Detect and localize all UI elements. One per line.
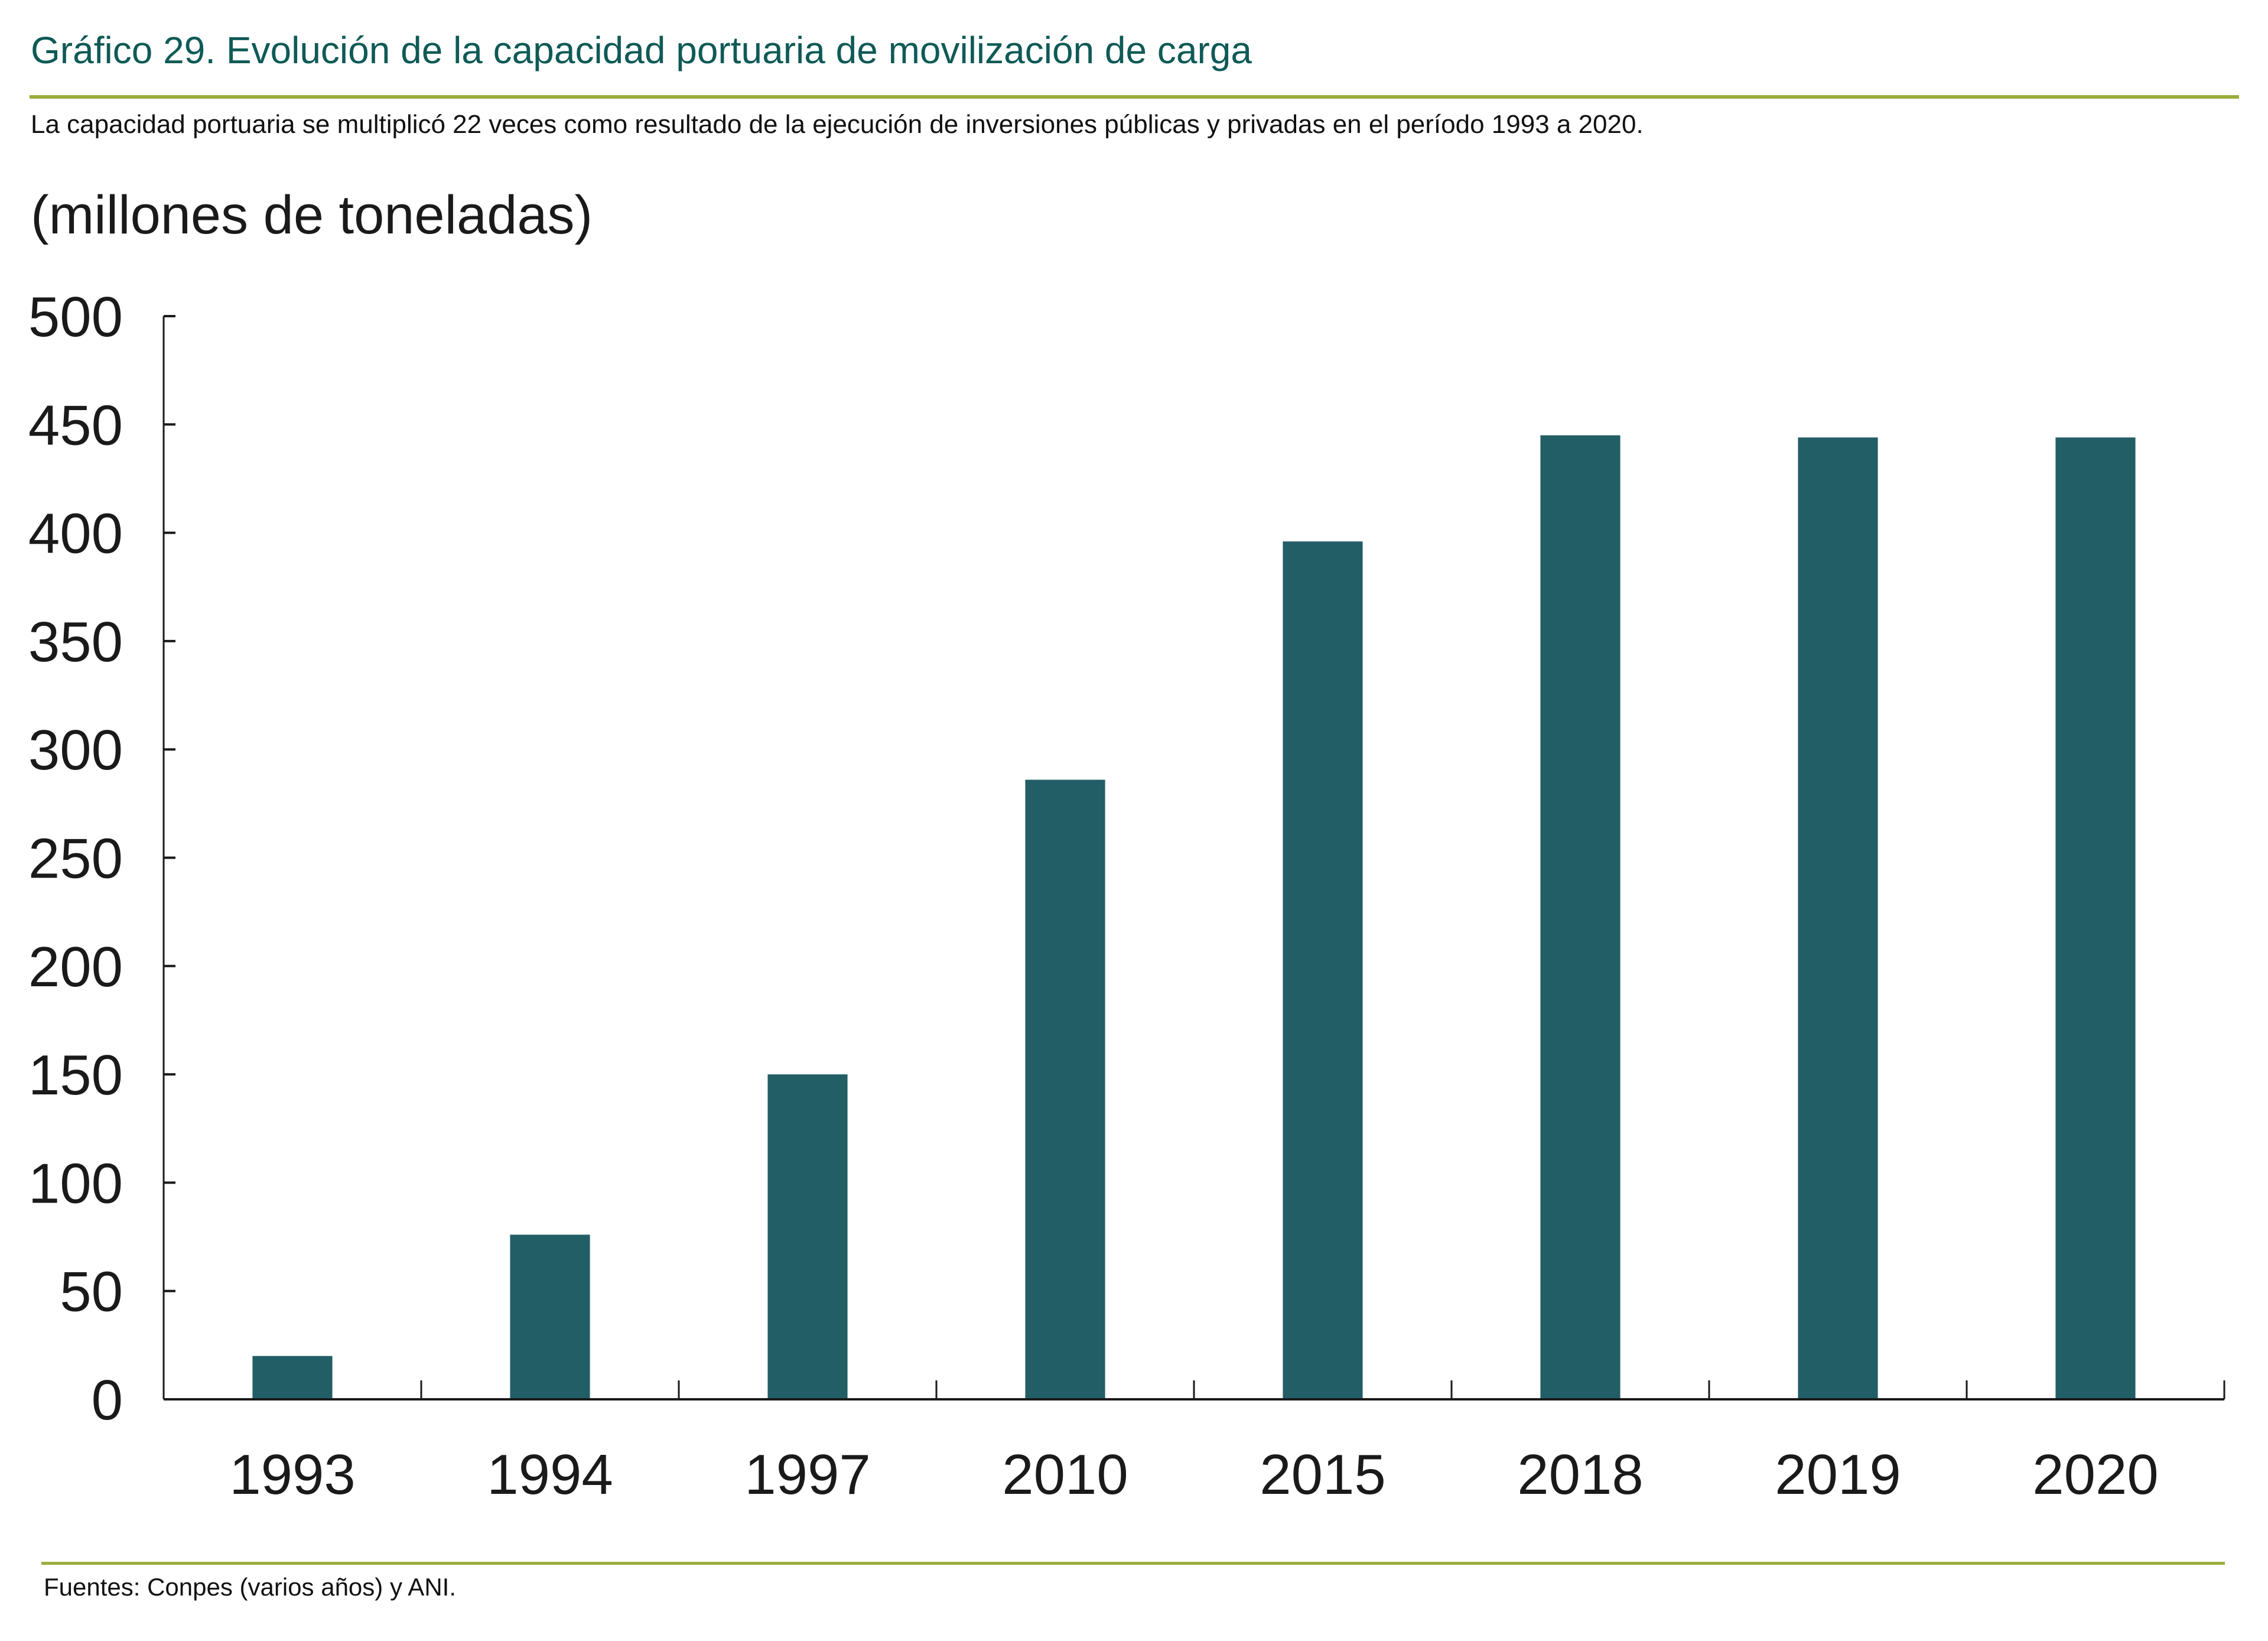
bars bbox=[252, 435, 2136, 1400]
y-tick-label: 500 bbox=[28, 285, 123, 349]
x-tick-label: 1993 bbox=[229, 1443, 356, 1506]
x-tick-label: 2015 bbox=[1260, 1443, 1386, 1506]
y-tick-label: 200 bbox=[28, 935, 123, 999]
y-tick-label: 100 bbox=[28, 1152, 123, 1215]
y-tick-label: 0 bbox=[92, 1369, 123, 1432]
y-axis-label: (millones de toneladas) bbox=[31, 185, 593, 245]
bar-2019 bbox=[1798, 437, 1878, 1399]
x-axis: 1993 1994 1997 2010 2015 2018 2019 2020 bbox=[164, 1380, 2225, 1506]
y-tick-label: 50 bbox=[60, 1260, 123, 1324]
y-tick-label: 300 bbox=[28, 719, 123, 782]
chart-subtitle: La capacidad portuaria se multiplicó 22 … bbox=[31, 110, 1644, 139]
bar-1994 bbox=[510, 1234, 590, 1399]
x-tick-label: 2018 bbox=[1517, 1443, 1644, 1506]
bar-2018 bbox=[1540, 435, 1621, 1399]
x-tick-label: 2019 bbox=[1775, 1443, 1901, 1506]
chart-title: Gráfico 29. Evolución de la capacidad po… bbox=[31, 29, 1252, 72]
footer-divider bbox=[41, 1562, 2225, 1565]
y-tick-label: 350 bbox=[28, 610, 123, 674]
y-axis: 0 50 100 150 200 250 300 350 400 450 500 bbox=[28, 285, 175, 1432]
bar-2015 bbox=[1283, 541, 1363, 1400]
x-tick-label: 2010 bbox=[1002, 1443, 1128, 1506]
y-tick-label: 250 bbox=[28, 827, 123, 891]
x-tick-label: 1997 bbox=[744, 1443, 871, 1506]
title-divider bbox=[30, 95, 2239, 99]
x-tick-label: 2020 bbox=[2032, 1443, 2159, 1506]
source-note: Fuentes: Conpes (varios años) y ANI. bbox=[44, 1573, 456, 1601]
y-tick-label: 150 bbox=[28, 1044, 123, 1107]
bar-2020 bbox=[2055, 437, 2136, 1399]
bar-1993 bbox=[252, 1356, 333, 1399]
bar-1997 bbox=[767, 1074, 848, 1399]
y-tick-label: 400 bbox=[28, 502, 123, 566]
bar-2010 bbox=[1025, 779, 1105, 1399]
x-tick-label: 1994 bbox=[487, 1443, 613, 1506]
y-tick-label: 450 bbox=[28, 394, 123, 457]
